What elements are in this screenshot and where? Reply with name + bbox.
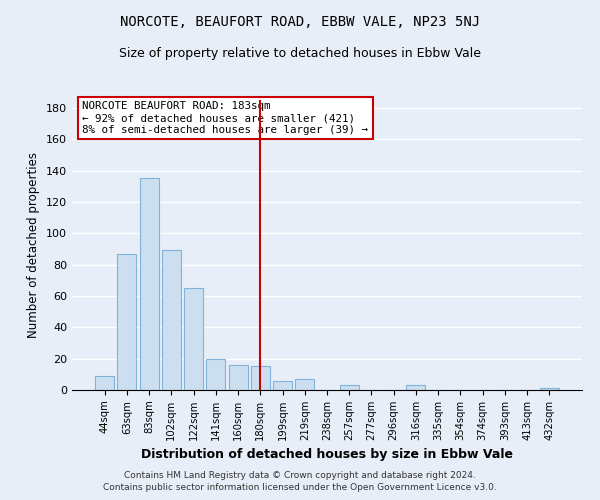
Bar [340,386,359,390]
Text: Size of property relative to detached houses in Ebbw Vale: Size of property relative to detached ho… [119,48,481,60]
X-axis label: Distribution of detached houses by size in Ebbw Vale: Distribution of detached houses by size … [141,448,513,462]
Bar [295,379,314,390]
Bar [162,250,181,390]
Text: Contains HM Land Registry data © Crown copyright and database right 2024.: Contains HM Land Registry data © Crown c… [124,471,476,480]
Text: NORCOTE, BEAUFORT ROAD, EBBW VALE, NP23 5NJ: NORCOTE, BEAUFORT ROAD, EBBW VALE, NP23 … [120,15,480,29]
Y-axis label: Number of detached properties: Number of detached properties [28,152,40,338]
Bar [95,376,114,390]
Bar [540,388,559,390]
Bar [206,358,225,390]
Bar [273,380,292,390]
Text: Contains public sector information licensed under the Open Government Licence v3: Contains public sector information licen… [103,484,497,492]
Bar [140,178,158,390]
Bar [184,288,203,390]
Text: NORCOTE BEAUFORT ROAD: 183sqm
← 92% of detached houses are smaller (421)
8% of s: NORCOTE BEAUFORT ROAD: 183sqm ← 92% of d… [82,102,368,134]
Bar [229,365,248,390]
Bar [118,254,136,390]
Bar [406,386,425,390]
Bar [251,366,270,390]
